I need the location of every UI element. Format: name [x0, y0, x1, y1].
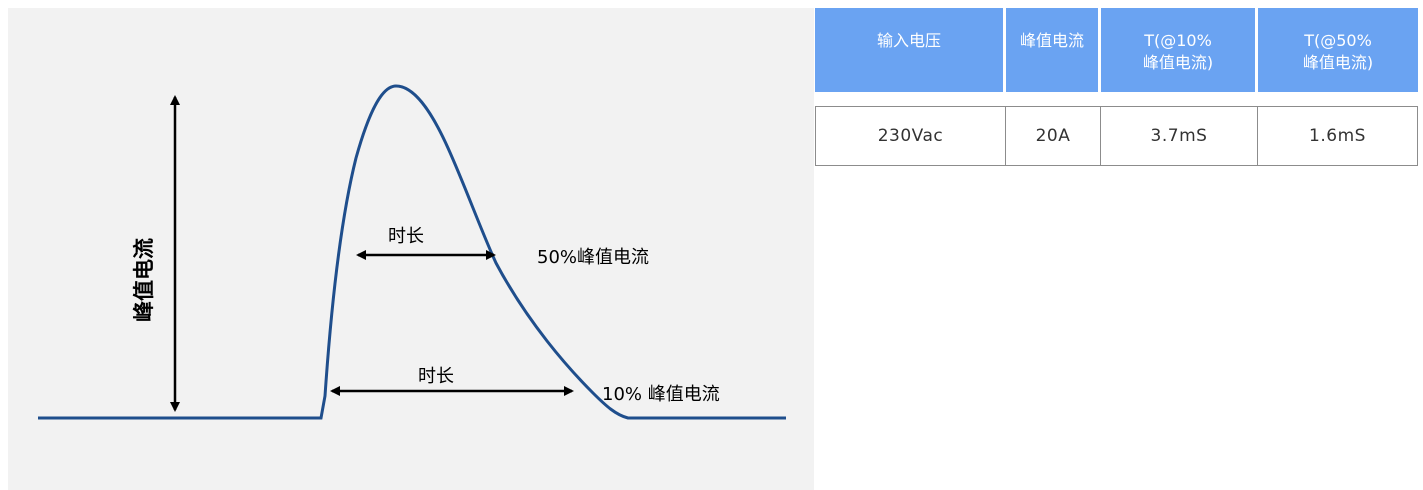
duration-upper-label: 时长 [388, 226, 424, 247]
peak-current-label: 峰值电流 [132, 238, 156, 322]
ten-percent-label: 10% 峰值电流 [602, 384, 720, 405]
header-t50: T(@50% 峰值电流) [1258, 8, 1418, 92]
table-row: 230Vac 20A 3.7mS 1.6mS [815, 106, 1418, 166]
duration-lower-label: 时长 [418, 366, 454, 387]
current-waveform-curve [38, 84, 786, 420]
fifty-percent-label: 50%峰值电流 [537, 247, 649, 268]
cell-t50: 1.6mS [1258, 106, 1418, 166]
header-input-voltage: 输入电压 [815, 8, 1006, 92]
spec-table-header-row: 输入电压 峰值电流 T(@10% 峰值电流) T(@50% 峰值电流) [815, 8, 1418, 92]
spec-table: 输入电压 峰值电流 T(@10% 峰值电流) T(@50% 峰值电流) 230V… [815, 8, 1418, 166]
cell-input-voltage: 230Vac [815, 106, 1006, 166]
cell-t10: 3.7mS [1101, 106, 1258, 166]
waveform-diagram: 峰值电流 时长 50%峰值电流 时长 10% 峰值电流 [8, 8, 814, 490]
cell-peak-current: 20A [1006, 106, 1101, 166]
header-peak-current: 峰值电流 [1006, 8, 1101, 92]
waveform-svg: 峰值电流 时长 50%峰值电流 时长 10% 峰值电流 [38, 84, 786, 420]
header-t10: T(@10% 峰值电流) [1101, 8, 1258, 92]
